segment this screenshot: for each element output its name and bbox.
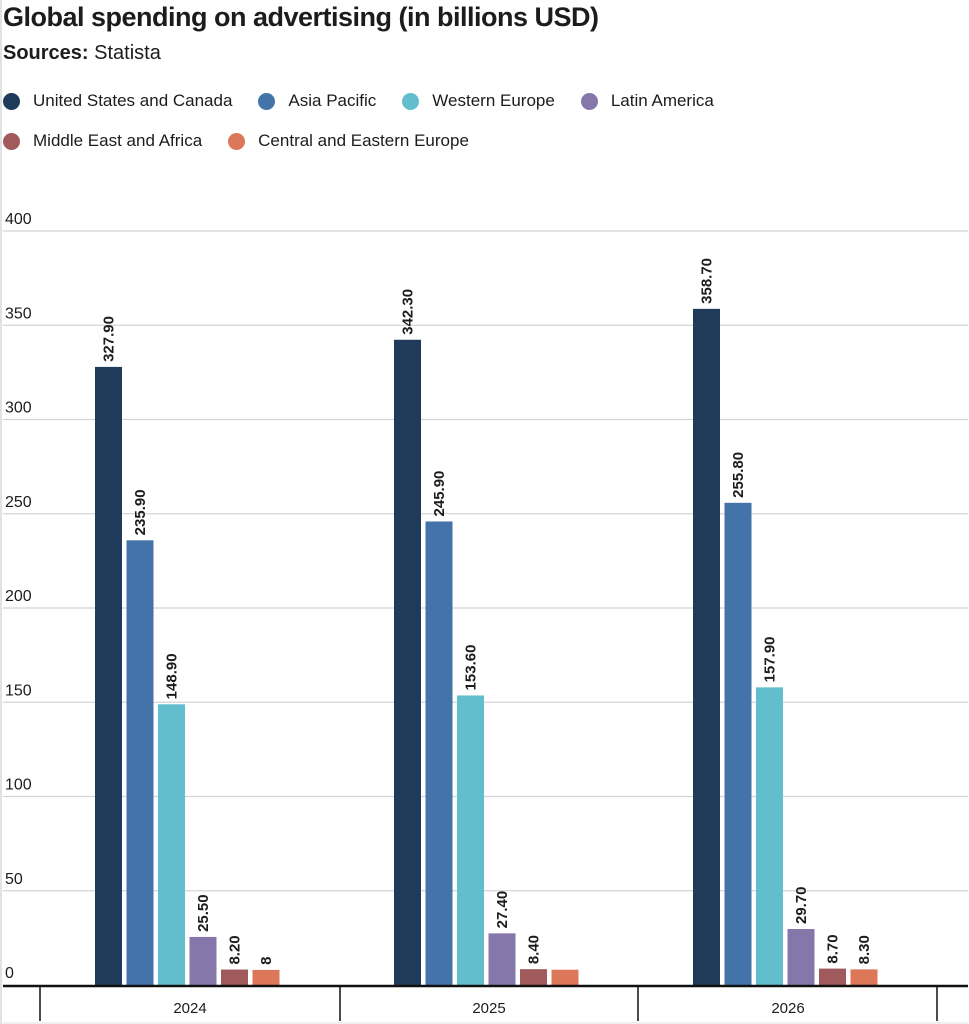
bar-central-and-eastern-europe-2024 [252,969,280,985]
legend-label: Middle East and Africa [33,131,203,150]
y-tick-label: 350 [5,305,32,322]
data-label: 8.40 [526,935,543,964]
legend-label: Central and Eastern Europe [258,131,469,150]
data-label: 342.30 [400,289,417,335]
bar-united-states-and-canada-2024 [95,366,122,985]
bar-middle-east-and-africa-2025 [520,969,547,985]
legend-dot-icon [580,92,598,110]
legend-dot-icon [258,92,276,110]
data-label: 8.70 [825,934,842,963]
legend-dot-icon [228,132,246,150]
data-label: 27.40 [494,891,511,929]
data-label: 327.90 [101,316,118,362]
y-tick-label: 150 [5,682,32,699]
legend-row-2: Middle East and Africa Central and Easte… [3,128,763,154]
bar-central-and-eastern-europe-2026 [850,969,878,985]
sources-label: Sources: [3,42,89,64]
legend-dot-icon [402,92,420,110]
legend-dot-icon [3,92,20,110]
y-tick-label: 0 [5,965,14,982]
legend-item-latin-america: Latin America [580,91,714,111]
legend-label: Asia Pacific [288,91,377,110]
legend-label: Western Europe [432,91,555,110]
legend-item-western-europe: Western Europe [402,91,555,111]
legend: United States and Canada Asia Pacific We… [3,88,763,168]
data-label: 157.90 [762,636,779,682]
bar-latin-america-2026 [787,929,815,985]
chart-title: Global spending on advertising (in billi… [3,2,599,32]
legend-dot-icon [3,132,20,150]
x-tick-label: 2024 [173,1000,206,1017]
legend-item-united-states-and-canada: United States and Canada [3,91,232,111]
bar-united-states-and-canada-2025 [394,339,421,985]
bar-united-states-and-canada-2026 [693,308,720,986]
y-tick-label: 250 [5,494,32,511]
legend-row-1: United States and Canada Asia Pacific We… [3,88,763,114]
y-tick-label: 50 [5,871,23,888]
data-label: 8 [258,957,275,965]
data-label: 8.30 [856,935,873,964]
bar-asia-pacific-2024 [126,540,154,985]
y-tick-label: 300 [5,400,32,417]
bar-western-europe-2026 [756,687,783,985]
bar-western-europe-2025 [457,695,484,985]
data-label: 8.20 [227,935,244,964]
data-label: 245.90 [431,471,448,517]
x-tick-label: 2025 [472,1000,505,1017]
x-tick-label: 2026 [771,1000,804,1017]
bar-asia-pacific-2026 [724,502,752,985]
data-label: 25.50 [195,894,212,932]
sources-value: Statista [94,42,161,64]
data-label: 235.90 [132,489,149,535]
legend-item-central-and-eastern-europe: Central and Eastern Europe [228,131,469,151]
data-label: 358.70 [699,258,716,304]
bar-latin-america-2024 [189,936,217,985]
data-label: 153.60 [463,645,480,691]
bar-middle-east-and-africa-2024 [221,969,248,985]
bar-central-and-eastern-europe-2025 [551,969,579,985]
data-label: 29.70 [793,886,810,924]
bar-middle-east-and-africa-2026 [819,968,846,985]
legend-item-middle-east-and-africa: Middle East and Africa [3,131,202,151]
bar-asia-pacific-2025 [425,521,453,985]
chart-sources: Sources: Statista [3,42,161,65]
legend-label: Latin America [610,91,714,110]
y-tick-label: 100 [5,777,32,794]
y-tick-label: 400 [5,211,32,228]
bar-latin-america-2025 [488,933,516,985]
bar-western-europe-2024 [158,704,185,985]
y-tick-label: 200 [5,588,32,605]
legend-label: United States and Canada [33,91,233,110]
data-label: 255.80 [730,452,747,498]
left-border [0,0,2,1024]
data-label: 148.90 [164,653,181,699]
legend-item-asia-pacific: Asia Pacific [258,91,376,111]
